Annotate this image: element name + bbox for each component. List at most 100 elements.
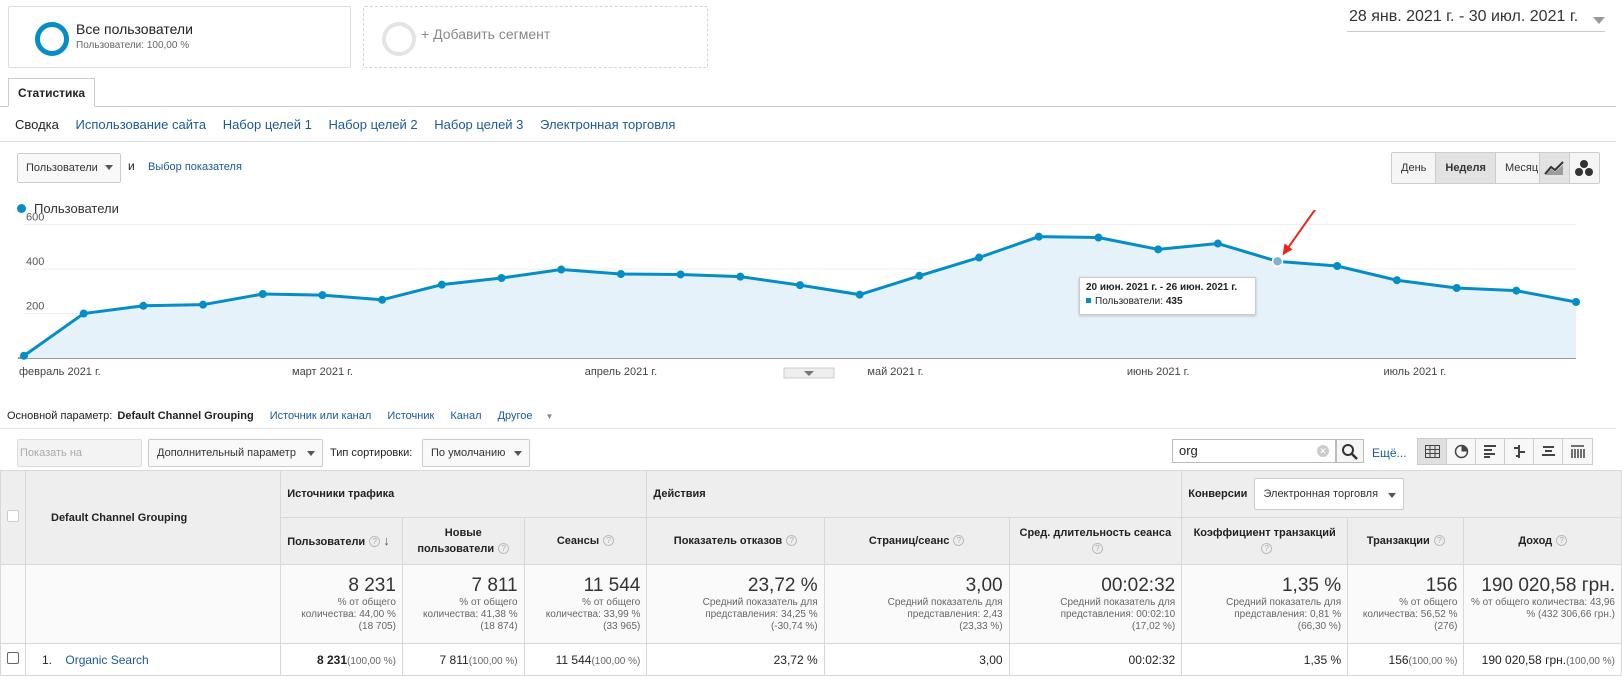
more-link[interactable]: Ещё... — [1372, 446, 1407, 460]
choose-metric-link[interactable]: Выбор показателя — [148, 161, 242, 173]
col-pages-per-session[interactable]: Страниц/сеанс? — [823, 517, 1010, 565]
help-icon[interactable]: ? — [1091, 543, 1103, 554]
row-value: 190 020,58 грн. — [1481, 652, 1567, 667]
row-checkbox[interactable] — [7, 652, 19, 664]
area-fill — [24, 236, 1576, 358]
data-point — [79, 309, 88, 318]
data-point — [139, 301, 148, 310]
table-view-toggle — [1417, 438, 1593, 465]
sort-type-dropdown[interactable]: По умолчанию — [422, 439, 530, 467]
metric-dropdown[interactable]: Пользователи — [17, 153, 121, 183]
granularity-week[interactable]: Неделя — [1436, 153, 1496, 183]
performance-view-icon[interactable] — [1476, 439, 1505, 464]
col-bounce-rate[interactable]: Показатель отказов? — [646, 517, 825, 565]
data-point — [1034, 232, 1043, 241]
plot-rows-button[interactable]: Показать на диаграмме — [17, 439, 142, 485]
tooltip-value: 435 — [1165, 296, 1183, 307]
help-icon[interactable]: ? — [1556, 535, 1568, 546]
data-point — [1333, 262, 1342, 270]
clear-icon[interactable]: ✕ — [1317, 445, 1329, 457]
select-all-checkbox[interactable] — [7, 510, 19, 522]
col-new-users[interactable]: Новые пользователи? — [401, 517, 525, 565]
chart-tooltip: 20 июн. 2021 г. - 26 июн. 2021 г. Пользо… — [1079, 277, 1256, 315]
help-icon[interactable]: ? — [786, 535, 798, 546]
help-icon[interactable]: ? — [498, 543, 510, 554]
annotation-arrowhead — [1282, 243, 1293, 256]
conversion-type-dropdown[interactable]: Электронная торговля — [1254, 478, 1405, 510]
motion-chart-icon[interactable] — [1570, 153, 1599, 183]
data-table-view-icon[interactable] — [1418, 439, 1447, 464]
col-revenue[interactable]: Доход? — [1463, 517, 1622, 565]
help-icon[interactable]: ? — [953, 535, 965, 546]
date-range-picker[interactable]: 28 янв. 2021 г. - 30 июл. 2021 г. — [1347, 8, 1605, 32]
report-subtabs: Сводка Использование сайта Набор целей 1… — [15, 117, 688, 132]
total-note: Средний показатель для представления: 2,… — [887, 597, 1003, 620]
secondary-dimension-label: Дополнительный параметр — [157, 447, 296, 459]
dim-medium[interactable]: Канал — [450, 410, 482, 422]
data-point — [855, 290, 864, 299]
total-cell: 8 231% от общего количества: 44,00 % (18 … — [280, 564, 403, 644]
col-transactions[interactable]: Транзакции? — [1347, 517, 1465, 565]
help-icon[interactable]: ? — [1433, 535, 1445, 546]
col-transaction-rate[interactable]: Коэффициент транзакций? — [1181, 517, 1349, 565]
x-tick-label: февраль 2021 г. — [19, 366, 101, 378]
pivot-view-icon[interactable] — [1563, 439, 1592, 464]
row-dimension-cell: 1. Organic Search — [24, 643, 282, 676]
data-point — [437, 280, 446, 289]
subtab-ecommerce[interactable]: Электронная торговля — [540, 117, 676, 132]
group-header-conversions: Конверсии Электронная торговля — [1181, 470, 1622, 518]
term-cloud-view-icon[interactable] — [1534, 439, 1563, 464]
date-range-label: 28 янв. 2021 г. - 30 июл. 2021 г. — [1349, 8, 1579, 25]
x-tick-label: июнь 2021 г. — [1127, 366, 1190, 378]
subtab-goals-3[interactable]: Набор целей 3 — [434, 117, 524, 132]
data-point — [557, 265, 566, 274]
table-row: 1. Organic Search 8 231(100,00 %) 7 811(… — [0, 643, 1622, 676]
granularity-toggle: День Неделя Месяц — [1391, 152, 1549, 184]
add-segment-button[interactable]: + Добавить сегмент — [363, 6, 708, 68]
col-avg-session-duration[interactable]: Сред. длительность сеанса? — [1008, 517, 1183, 565]
col-avg-session-duration-label: Сред. длительность сеанса — [1019, 527, 1172, 539]
caret-down-icon — [514, 451, 522, 456]
col-revenue-label: Доход — [1518, 535, 1553, 547]
granularity-month[interactable]: Месяц — [1504, 162, 1539, 174]
caret-down-icon — [307, 451, 315, 456]
row-dimension-link[interactable]: Organic Search — [65, 652, 149, 667]
table-search-input[interactable]: org ✕ — [1172, 439, 1336, 463]
total-cell: 156% от общего количества: 56,52 % (276) — [1347, 564, 1465, 644]
secondary-dimension-dropdown[interactable]: Дополнительный параметр — [148, 439, 323, 467]
total-note: Средний показатель для представления: 34… — [702, 597, 818, 620]
row-number: 1. — [42, 652, 53, 667]
search-button[interactable] — [1336, 439, 1364, 463]
segment-all-users[interactable]: Все пользователи Пользователи: 100,00 % — [8, 6, 351, 68]
help-icon[interactable]: ? — [1261, 543, 1273, 554]
line-chart-icon[interactable] — [1540, 153, 1570, 183]
dim-other[interactable]: Другое — [497, 410, 533, 422]
data-point — [736, 272, 745, 281]
divider — [0, 141, 1616, 142]
pie-view-icon[interactable] — [1447, 439, 1476, 464]
dim-source[interactable]: Источник — [387, 410, 435, 422]
total-cell: 23,72 % Средний показатель для представле… — [646, 564, 825, 644]
row-cell: 00:02:32 — [1008, 643, 1183, 676]
comparison-view-icon[interactable] — [1505, 439, 1534, 464]
conversions-label: Конверсии — [1188, 487, 1248, 500]
data-point — [796, 281, 804, 290]
granularity-day[interactable]: День — [1392, 153, 1437, 183]
col-users[interactable]: Пользователи? ↓ — [280, 517, 403, 565]
row-cell: 190 020,58 грн.(100,00 %) — [1463, 643, 1622, 676]
subtab-goals-2[interactable]: Набор целей 2 — [328, 117, 418, 132]
subtab-goals-1[interactable]: Набор целей 1 — [222, 117, 312, 132]
help-icon[interactable]: ? — [603, 535, 615, 546]
legend-dot-icon — [17, 204, 26, 213]
dimension-header[interactable]: Default Channel Grouping — [24, 470, 282, 565]
subtab-site-usage[interactable]: Использование сайта — [75, 117, 207, 132]
dim-source-medium[interactable]: Источник или канал — [269, 410, 372, 422]
y-tick-label: 400 — [26, 256, 44, 268]
help-icon[interactable]: ? — [369, 535, 381, 547]
tab-statistics[interactable]: Статистика — [8, 78, 96, 107]
subtab-summary[interactable]: Сводка — [15, 117, 59, 132]
row-percent: (100,00 %) — [591, 655, 641, 667]
col-sessions[interactable]: Сеансы? — [523, 517, 648, 565]
total-value: 8 231 — [348, 575, 396, 596]
users-line-chart[interactable]: 200 400 600 февраль 2021 г. март 2021 г. апре… — [0, 210, 1600, 395]
